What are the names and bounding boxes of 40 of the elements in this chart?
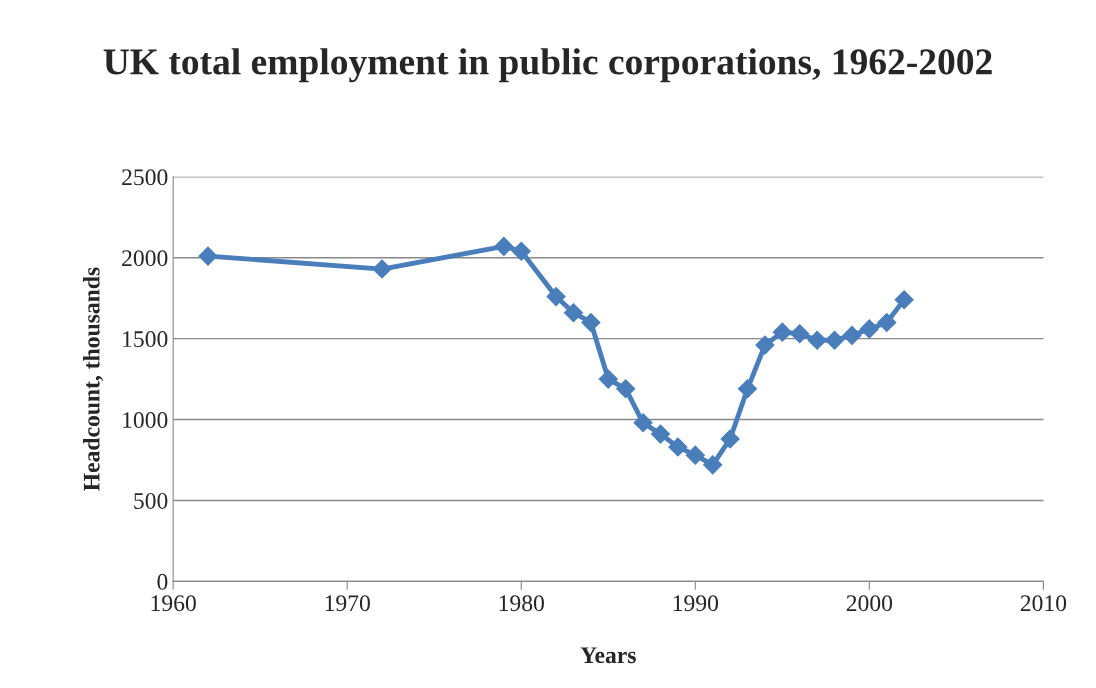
point (772, 322, 793, 342)
point (807, 330, 827, 351)
y-axis-title: Headcount, thousands (83, 267, 104, 491)
point (824, 330, 845, 351)
point (546, 286, 566, 307)
point (894, 289, 914, 310)
point (876, 312, 897, 333)
point (789, 323, 810, 344)
point (668, 437, 688, 457)
point (755, 335, 775, 355)
point (650, 424, 671, 444)
point (685, 445, 706, 465)
point (581, 312, 601, 333)
x-tick-label: 1970 (325, 595, 370, 612)
point (859, 319, 880, 339)
y-tick-label: 0 (157, 573, 168, 590)
point (842, 325, 862, 346)
point (198, 246, 218, 266)
y-tick-label: 2500 (122, 169, 168, 186)
y-tick-label: 2000 (122, 250, 168, 267)
x-axis-title: Years (580, 647, 636, 664)
x-tick-label: 1960 (151, 595, 196, 612)
point (633, 412, 653, 433)
point (511, 241, 532, 262)
point (494, 236, 514, 257)
point (702, 455, 723, 475)
y-tick-label: 1500 (123, 331, 168, 348)
x-tick-label: 1990 (673, 595, 719, 612)
x-tick-label: 2000 (846, 595, 893, 612)
y-tick-label: 500 (134, 492, 168, 509)
x-tick-label: 2010 (1020, 595, 1067, 612)
chart-title: UK total employment in public corporations, 1962-2002 (103, 48, 992, 83)
point (598, 369, 619, 389)
point (720, 429, 740, 449)
y-tick-label: 1000 (123, 412, 168, 428)
point (615, 378, 636, 399)
point (563, 302, 584, 323)
point (737, 378, 758, 399)
point (372, 259, 392, 279)
x-tick-label: 1980 (499, 595, 544, 612)
